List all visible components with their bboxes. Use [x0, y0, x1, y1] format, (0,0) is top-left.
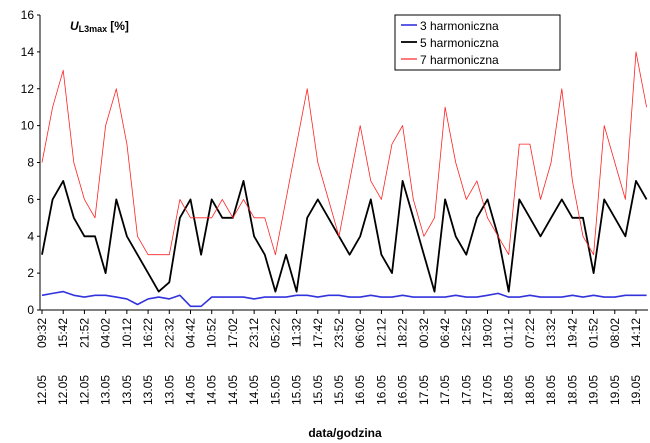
x-tick-label: 18:22 [396, 318, 410, 348]
x-tick-label: 05:22 [268, 318, 282, 348]
x-tick-label: 15:42 [56, 318, 70, 348]
x-tick-label: 07:22 [523, 318, 537, 348]
y-tick-label: 4 [27, 229, 34, 243]
y-tick-label: 6 [27, 192, 34, 206]
y-tick-label: 8 [27, 156, 34, 170]
x-tick-date: 15.05 [311, 375, 325, 405]
x-tick-date: 16.05 [374, 375, 388, 405]
x-tick-label: 14:12 [629, 318, 643, 348]
x-tick-date: 19.05 [608, 375, 622, 405]
x-axis-label: data/godzina [308, 426, 382, 440]
x-tick-date: 19.05 [587, 375, 601, 405]
x-tick-label: 13:32 [544, 318, 558, 348]
x-tick-label: 04:42 [184, 318, 198, 348]
x-tick-label: 11:32 [290, 318, 304, 347]
x-tick-label: 12:12 [374, 318, 388, 348]
y-tick-label: 16 [21, 8, 35, 22]
x-tick-label: 17:42 [311, 318, 325, 348]
x-tick-label: 19:02 [481, 318, 495, 348]
x-tick-date: 15.05 [268, 375, 282, 405]
x-tick-label: 23:52 [332, 318, 346, 348]
series-line [41, 290, 647, 308]
x-tick-label: 01:12 [502, 318, 516, 348]
x-tick-date: 18.05 [565, 375, 579, 405]
title-subscript: L3max [79, 24, 108, 34]
x-tick-label: 00:32 [417, 318, 431, 348]
x-tick-label: 01:52 [587, 318, 601, 348]
series-line [41, 180, 648, 293]
y-tick-label: 12 [21, 82, 35, 96]
y-tick-label: 14 [21, 45, 35, 59]
x-tick-label: 10:12 [120, 318, 134, 348]
x-tick-label: 09:32 [35, 318, 49, 348]
x-tick-date: 12.05 [77, 375, 91, 405]
title-unit: [%] [110, 19, 129, 33]
x-tick-date: 15.05 [332, 375, 346, 405]
legend-label: 7 harmoniczna [420, 53, 499, 67]
x-tick-date: 13.05 [120, 375, 134, 405]
x-tick-date: 17.05 [459, 375, 473, 405]
x-tick-date: 16.05 [353, 375, 367, 405]
x-tick-date: 16.05 [396, 375, 410, 405]
x-tick-label: 08:02 [608, 318, 622, 348]
x-tick-label: 19:42 [565, 318, 579, 348]
x-tick-label: 22:32 [162, 318, 176, 348]
x-tick-date: 19.05 [629, 375, 643, 405]
y-tick-label: 10 [21, 119, 35, 133]
y-tick-label: 2 [27, 266, 34, 280]
x-tick-label: 12:52 [459, 318, 473, 348]
x-tick-date: 14.05 [226, 375, 240, 405]
x-tick-date: 14.05 [205, 375, 219, 405]
x-tick-date: 14.05 [247, 375, 261, 405]
x-tick-date: 18.05 [502, 375, 516, 405]
legend-label: 5 harmoniczna [420, 36, 499, 50]
x-tick-date: 17.05 [417, 375, 431, 405]
x-tick-date: 14.05 [184, 375, 198, 405]
y-tick-label: 0 [27, 303, 34, 317]
x-tick-date: 12.05 [35, 375, 49, 405]
x-tick-label: 04:02 [99, 318, 113, 348]
chart-title: UL3max [%] [70, 19, 129, 34]
x-tick-date: 15.05 [290, 375, 304, 405]
x-tick-date: 18.05 [544, 375, 558, 405]
x-tick-label: 06:02 [353, 318, 367, 348]
x-tick-date: 13.05 [99, 375, 113, 405]
title-symbol: U [70, 19, 79, 33]
x-tick-date: 12.05 [56, 375, 70, 405]
x-tick-label: 06:42 [438, 318, 452, 348]
x-tick-label: 23:12 [247, 318, 261, 348]
x-tick-label: 21:52 [77, 318, 91, 348]
x-tick-date: 17.05 [438, 375, 452, 405]
legend-label: 3 harmoniczna [420, 19, 499, 33]
x-tick-date: 13.05 [141, 375, 155, 405]
x-tick-label: 10:52 [205, 318, 219, 348]
x-tick-date: 13.05 [162, 375, 176, 405]
x-tick-date: 17.05 [481, 375, 495, 405]
x-tick-label: 16:22 [141, 318, 155, 348]
legend-box [394, 14, 561, 71]
x-tick-date: 18.05 [523, 375, 537, 405]
series-line [41, 51, 647, 256]
x-tick-label: 17:02 [226, 318, 240, 348]
